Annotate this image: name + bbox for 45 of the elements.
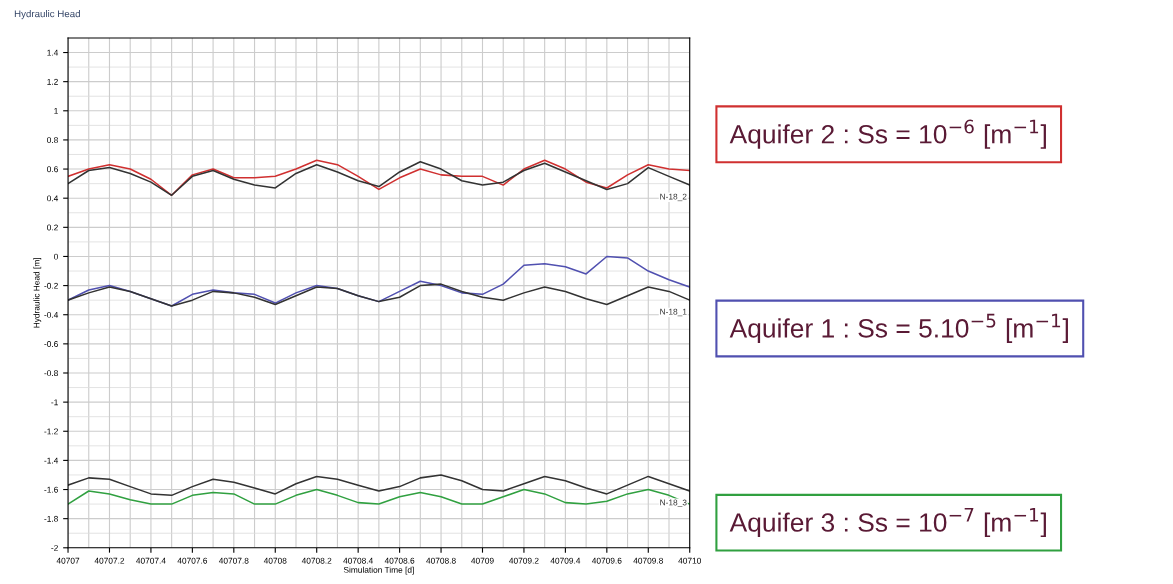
x-tick-label: 40708.2 <box>301 557 332 564</box>
y-tick-label: 0.8 <box>47 137 58 144</box>
x-tick-label: 40707.4 <box>136 557 166 564</box>
y-tick-label: -1 <box>51 399 58 406</box>
y-tick-label: 0.4 <box>47 195 59 202</box>
x-axis-title: Simulation Time [d] <box>343 566 414 575</box>
y-tick-label: -1.2 <box>44 428 58 435</box>
y-tick-label: 0 <box>54 253 58 260</box>
x-tick-label: 40709 <box>471 557 494 564</box>
x-tick-label: 40707.6 <box>177 557 208 564</box>
series-label: Aquifer 1 : Ss = 5.10$^{−5}$ [m$^{−1}$] <box>729 313 1068 343</box>
x-tick-label: 40708.6 <box>384 557 415 564</box>
y-tick-label: 0.2 <box>47 224 58 231</box>
line-series <box>68 474 690 497</box>
y-tick-label: -0.2 <box>44 282 58 289</box>
annotation: N-18_1 <box>660 308 687 317</box>
y-tick-label: -0.8 <box>44 370 58 377</box>
y-axis-title: Hydraulic Head [m] <box>33 258 42 328</box>
y-tick-label: 1.2 <box>47 78 58 85</box>
y-tick-label: 1.4 <box>47 49 59 56</box>
y-tick-label: -0.4 <box>44 311 59 318</box>
y-tick-label: -1.6 <box>44 486 58 493</box>
x-tick-label: 40709.6 <box>591 557 622 564</box>
x-tick-label: 40708.4 <box>343 557 373 564</box>
x-tick-label: 40708.8 <box>426 557 456 564</box>
x-tick-label: 40709.2 <box>509 557 539 564</box>
y-tick-label: 0.6 <box>47 166 58 173</box>
series-label: Aquifer 3 : Ss = 10$^{−7}$ [m$^{−1}$] <box>729 508 1046 538</box>
x-tick-label: 40707 <box>56 557 80 564</box>
y-tick-label: 1 <box>54 108 58 114</box>
x-tick-label: 40710 <box>678 557 701 564</box>
y-tick-label: -2 <box>51 544 58 551</box>
series-label: Aquifer 2 : Ss = 10$^{−6}$ [m$^{−1}$] <box>729 119 1046 149</box>
x-tick-label: 40708 <box>263 557 287 564</box>
y-tick-label: -1.8 <box>44 515 58 522</box>
y-tick-label: -0.6 <box>44 341 58 347</box>
x-tick-label: 40707.8 <box>218 557 249 564</box>
annotation: N-18_3 <box>660 499 687 508</box>
x-tick-label: 40707.2 <box>94 557 125 564</box>
x-tick-label: 40709.8 <box>633 557 663 564</box>
line-series <box>68 283 690 307</box>
chart-title: Hydraulic Head <box>14 10 80 20</box>
x-tick-label: 40709.4 <box>550 557 581 564</box>
annotation: N-18_2 <box>660 193 687 202</box>
y-tick-label: -1.4 <box>44 457 59 464</box>
